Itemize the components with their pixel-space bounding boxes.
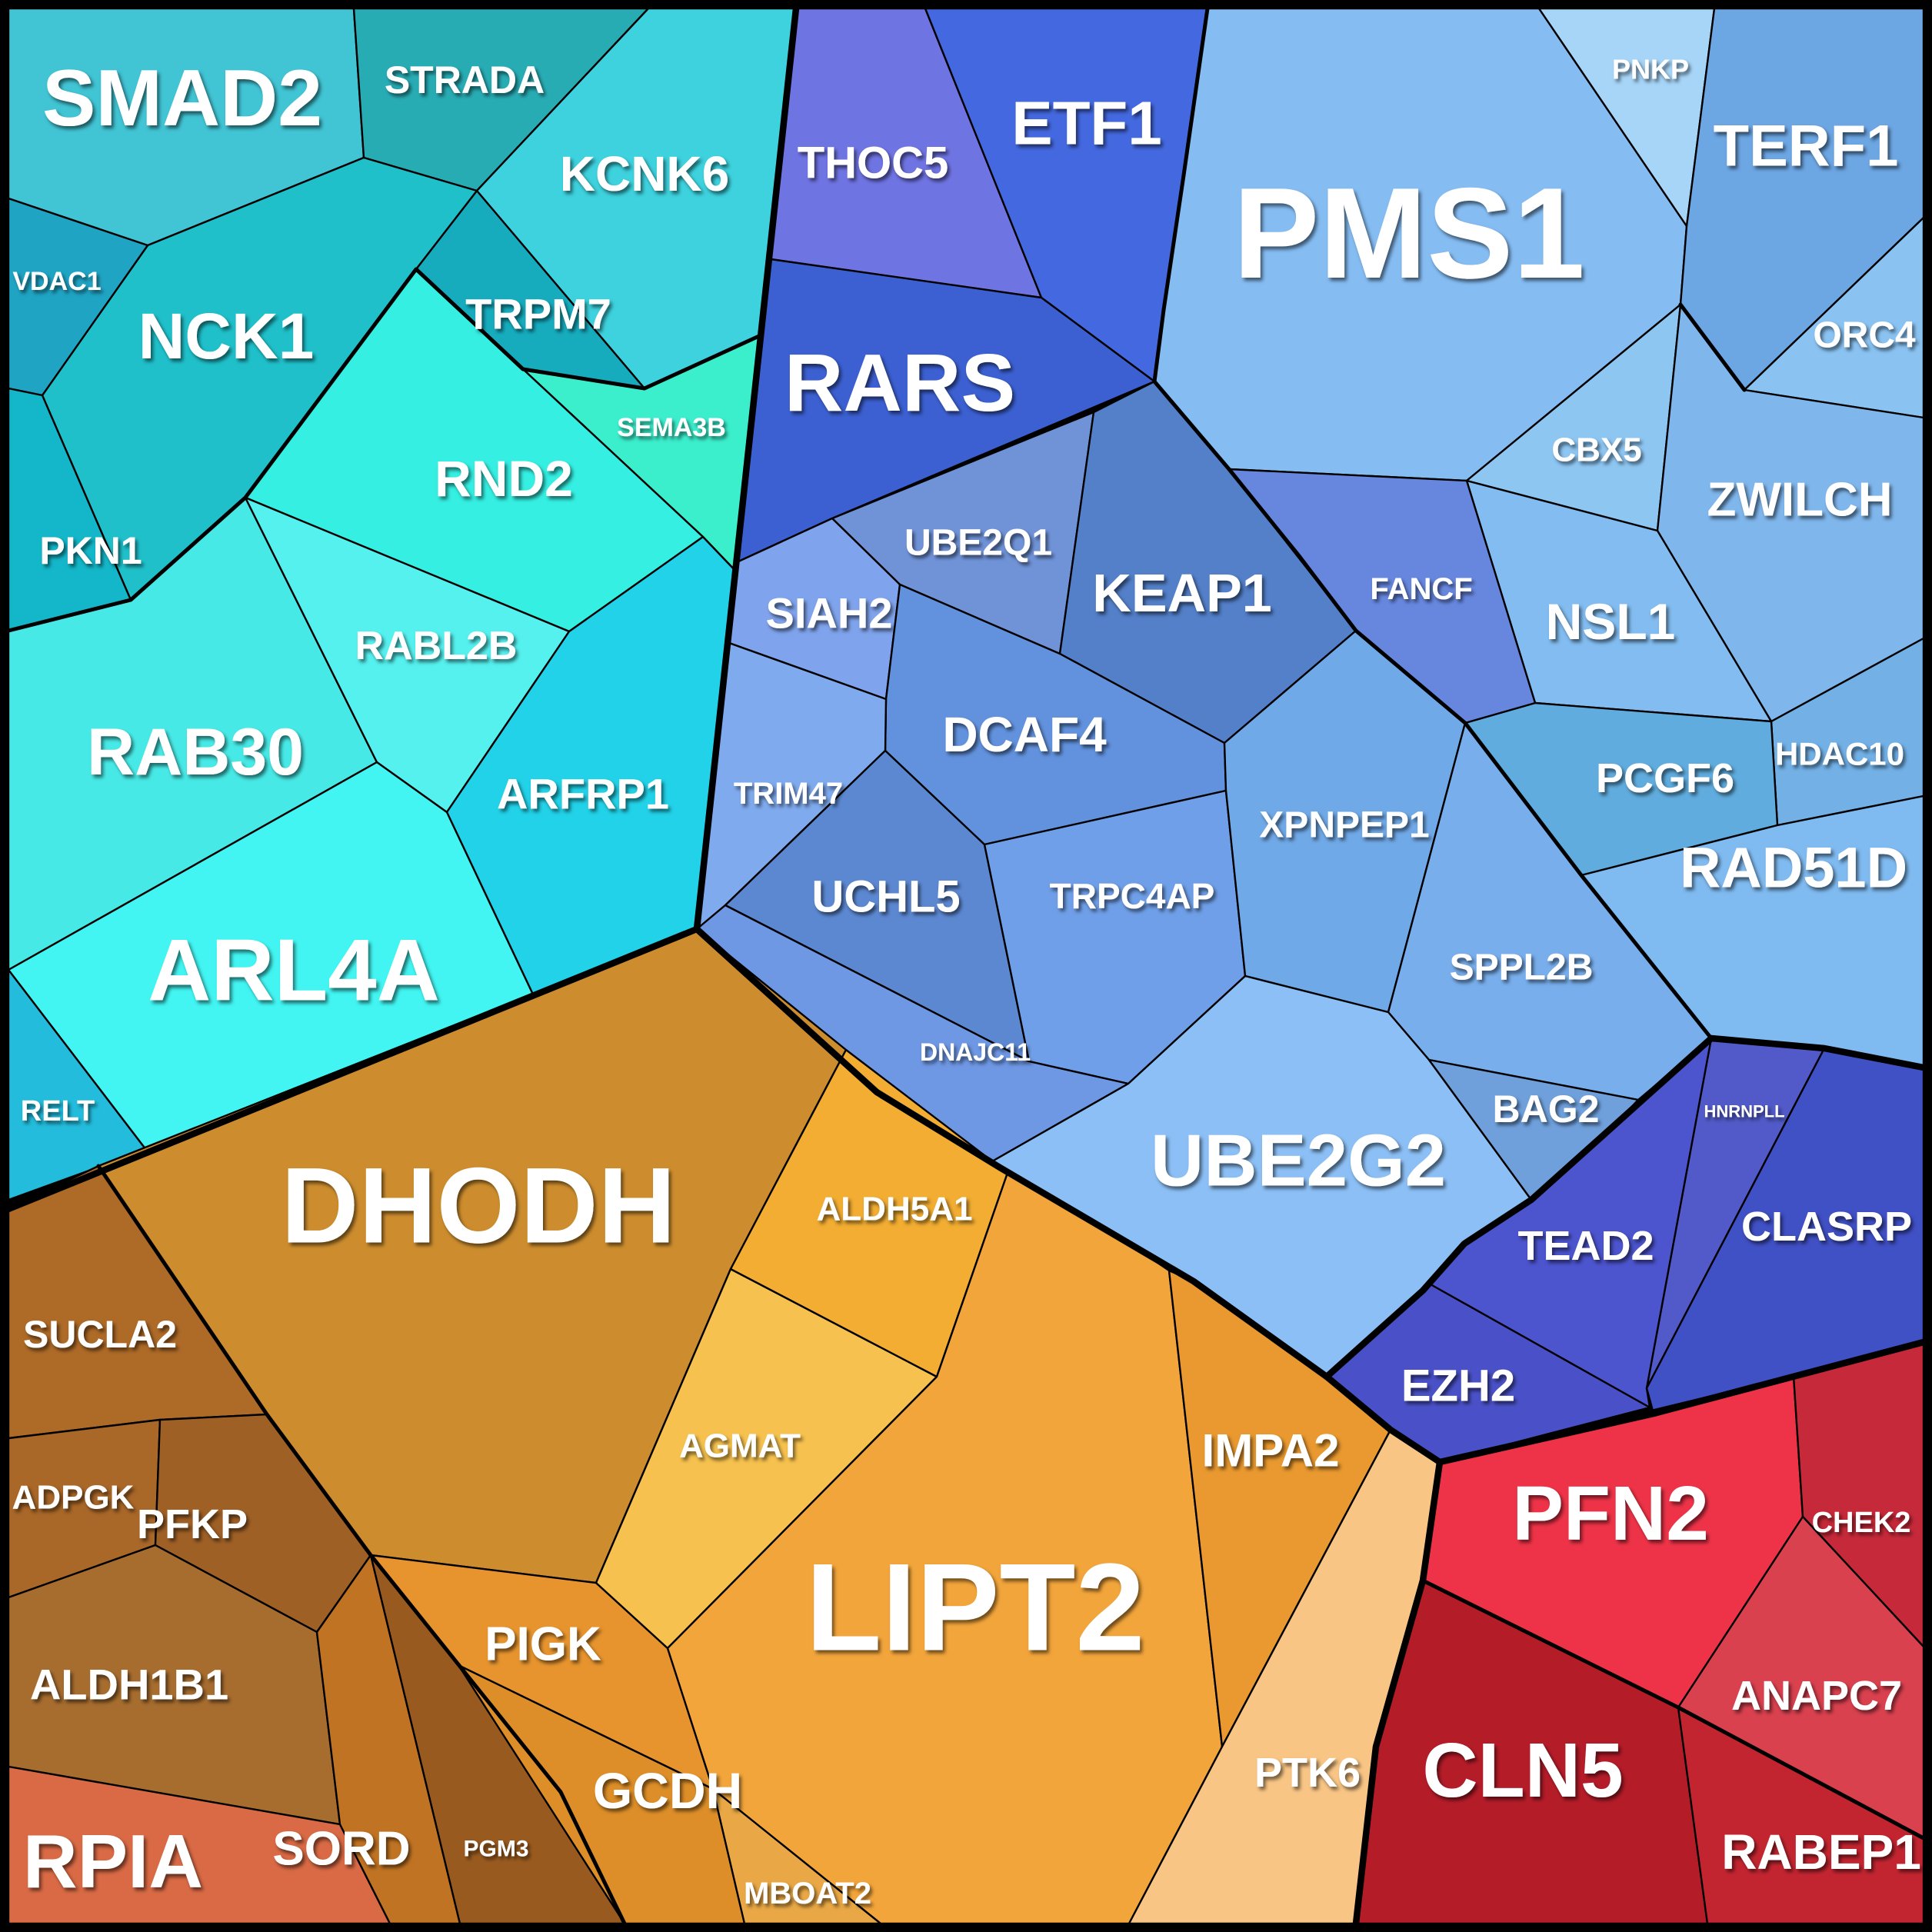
svg-text:MBOAT2: MBOAT2	[744, 1877, 871, 1910]
svg-text:TEAD2: TEAD2	[1517, 1223, 1654, 1269]
svg-text:PNKP: PNKP	[1612, 54, 1689, 85]
svg-text:HNRNPLL: HNRNPLL	[1704, 1102, 1784, 1121]
svg-text:ARFRP1: ARFRP1	[497, 770, 669, 818]
svg-text:CBX5: CBX5	[1551, 431, 1641, 469]
svg-text:PFKP: PFKP	[137, 1501, 248, 1547]
svg-text:AGMAT: AGMAT	[679, 1427, 801, 1465]
svg-text:PIGK: PIGK	[485, 1618, 601, 1671]
svg-text:RABL2B: RABL2B	[355, 624, 518, 668]
svg-text:STRADA: STRADA	[385, 58, 545, 102]
svg-text:ADPGK: ADPGK	[12, 1479, 135, 1517]
svg-text:ETF1: ETF1	[1011, 89, 1162, 158]
svg-text:RABEP1: RABEP1	[1721, 1824, 1921, 1880]
svg-text:UCHL5: UCHL5	[811, 872, 960, 922]
svg-text:DHODH: DHODH	[281, 1145, 675, 1266]
svg-text:TRPM7: TRPM7	[465, 290, 611, 338]
svg-text:RND2: RND2	[435, 450, 573, 507]
svg-text:THOC5: THOC5	[798, 138, 949, 188]
svg-text:ALDH1B1: ALDH1B1	[30, 1661, 228, 1709]
svg-text:RAD51D: RAD51D	[1680, 836, 1907, 900]
svg-text:HDAC10: HDAC10	[1775, 736, 1904, 772]
svg-text:DCAF4: DCAF4	[942, 707, 1107, 762]
svg-text:BAG2: BAG2	[1493, 1088, 1600, 1131]
svg-text:PKN1: PKN1	[39, 529, 142, 572]
svg-text:PGM3: PGM3	[463, 1837, 528, 1862]
svg-text:SPPL2B: SPPL2B	[1450, 948, 1594, 988]
svg-text:VDAC1: VDAC1	[12, 267, 101, 296]
svg-text:CHEK2: CHEK2	[1812, 1507, 1911, 1539]
svg-text:RARS: RARS	[784, 338, 1015, 428]
svg-text:RAB30: RAB30	[87, 715, 304, 789]
svg-text:SEMA3B: SEMA3B	[617, 413, 726, 442]
svg-text:NSL1: NSL1	[1546, 593, 1676, 650]
svg-text:EZH2: EZH2	[1401, 1361, 1515, 1411]
svg-text:UBE2G2: UBE2G2	[1151, 1120, 1446, 1202]
svg-text:LIPT2: LIPT2	[805, 1538, 1144, 1677]
svg-text:PFN2: PFN2	[1512, 1471, 1709, 1557]
svg-text:TRIM47: TRIM47	[734, 777, 843, 811]
svg-text:CLN5: CLN5	[1422, 1727, 1623, 1814]
svg-text:FANCF: FANCF	[1370, 572, 1472, 606]
svg-text:PTK6: PTK6	[1254, 1750, 1361, 1796]
svg-text:GCDH: GCDH	[593, 1762, 742, 1819]
svg-text:ARL4A: ARL4A	[148, 922, 440, 1020]
svg-text:ZWILCH: ZWILCH	[1707, 474, 1892, 527]
svg-text:SIAH2: SIAH2	[766, 589, 893, 638]
svg-text:KEAP1: KEAP1	[1092, 563, 1271, 623]
svg-text:NCK1: NCK1	[138, 300, 315, 372]
svg-text:CLASRP: CLASRP	[1741, 1204, 1912, 1250]
svg-text:KCNK6: KCNK6	[560, 146, 729, 202]
svg-text:SUCLA2: SUCLA2	[23, 1313, 177, 1356]
svg-text:ORC4: ORC4	[1813, 315, 1916, 356]
svg-text:SORD: SORD	[272, 1823, 410, 1876]
svg-text:TERF1: TERF1	[1714, 114, 1899, 179]
svg-text:RELT: RELT	[21, 1095, 95, 1128]
svg-text:ALDH5A1: ALDH5A1	[817, 1191, 973, 1228]
svg-text:TRPC4AP: TRPC4AP	[1050, 876, 1215, 916]
svg-text:ANAPC7: ANAPC7	[1731, 1673, 1902, 1719]
svg-text:PCGF6: PCGF6	[1596, 755, 1734, 801]
svg-text:UBE2Q1: UBE2Q1	[904, 523, 1052, 564]
svg-text:IMPA2: IMPA2	[1202, 1425, 1340, 1477]
svg-text:RPIA: RPIA	[23, 1819, 203, 1904]
svg-text:DNAJC11: DNAJC11	[920, 1038, 1031, 1066]
svg-text:SMAD2: SMAD2	[42, 54, 322, 143]
svg-text:XPNPEP1: XPNPEP1	[1259, 805, 1429, 846]
svg-text:PMS1: PMS1	[1233, 161, 1585, 305]
